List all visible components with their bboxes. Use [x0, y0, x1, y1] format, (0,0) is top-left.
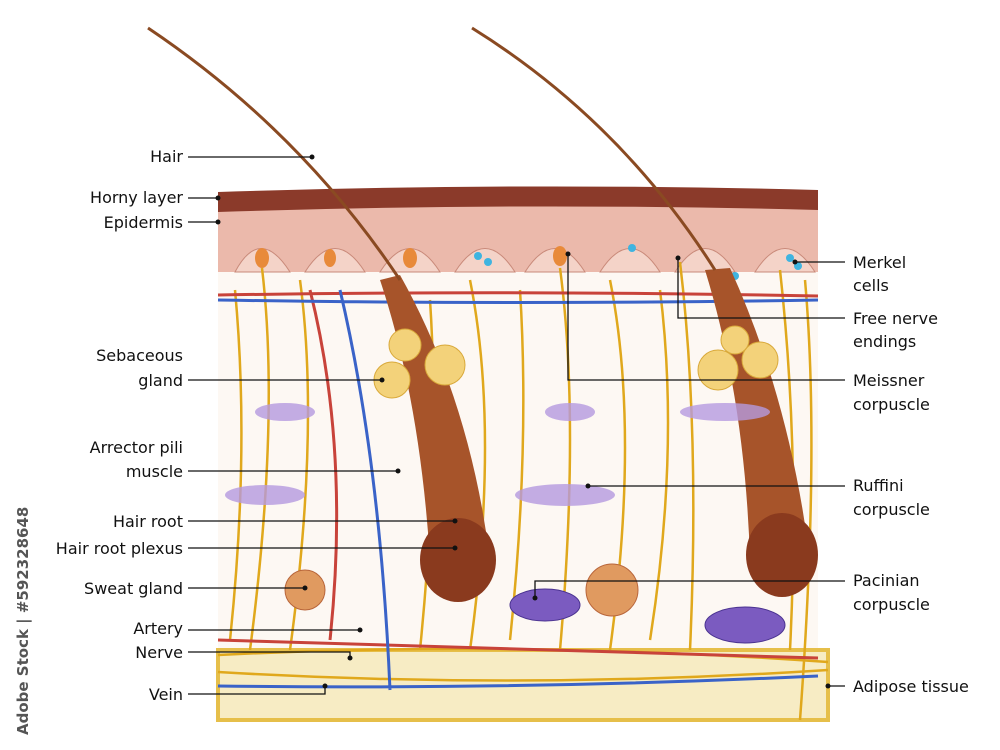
leader-lines [188, 154, 845, 695]
label-artery: Artery [133, 619, 183, 638]
label-hair-root: Hair root [113, 512, 183, 531]
ruffini-corpuscles [225, 403, 770, 506]
left-labels: Hair Horny layer Epidermis Sebaceous gla… [56, 147, 184, 704]
label-free-nerve-2: endings [853, 332, 916, 351]
label-pacinian-1: Pacinian [853, 571, 920, 590]
hair-shafts [147, 26, 717, 281]
label-nerve: Nerve [135, 643, 183, 662]
pacinian-corpuscles [509, 588, 786, 644]
label-arrector-1: Arrector pili [90, 438, 183, 457]
watermark: Adobe Stock | #592328648 [14, 507, 33, 735]
label-vein: Vein [149, 685, 183, 704]
label-arrector-2: muscle [126, 462, 183, 481]
label-meissner-1: Meissner [853, 371, 925, 390]
label-ruffini-1: Ruffini [853, 476, 904, 495]
label-pacinian-2: corpuscle [853, 595, 930, 614]
label-hair-root-plexus: Hair root plexus [56, 539, 183, 558]
label-adipose: Adipose tissue [853, 677, 969, 696]
label-meissner-2: corpuscle [853, 395, 930, 414]
merkel-cells [474, 244, 802, 280]
label-epidermis: Epidermis [104, 213, 183, 232]
meissner-corpuscles [255, 246, 567, 268]
skin-cross-section [147, 26, 830, 722]
label-sweat-gland: Sweat gland [84, 579, 183, 598]
label-merkel-2: cells [853, 276, 889, 295]
epidermis-layer [218, 203, 818, 272]
label-free-nerve-1: Free nerve [853, 309, 938, 328]
label-sebaceous-1: Sebaceous [96, 346, 183, 365]
right-labels: Merkel cells Free nerve endings Meissner… [853, 253, 969, 696]
label-sebaceous-2: gland [138, 371, 183, 390]
label-hair: Hair [150, 147, 183, 166]
label-merkel-1: Merkel [853, 253, 906, 272]
label-horny-layer: Horny layer [90, 188, 183, 207]
label-ruffini-2: corpuscle [853, 500, 930, 519]
